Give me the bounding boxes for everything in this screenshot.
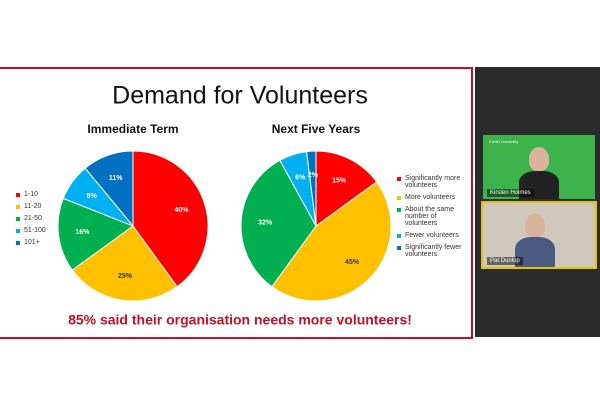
legend-label: Significantly more volunteers — [405, 175, 461, 189]
slide-canvas: Demand for Volunteers 85% said their org… — [57, 82, 412, 328]
legend-swatch — [16, 205, 20, 209]
legend-label: 11-20 — [24, 203, 42, 210]
chart-title: Immediate Term — [87, 122, 178, 136]
pie-slice — [57, 197, 135, 271]
avatar — [525, 213, 545, 237]
avatar — [529, 147, 549, 171]
data-label: 6% — [295, 174, 306, 181]
participant-panel: Curtin University Kirsten Holmes Pat Dun… — [475, 67, 600, 337]
legend-label: About the same number of volunteers — [405, 206, 455, 227]
legend-item: Significantly fewer volunteers — [397, 244, 469, 258]
legend-item: 11-20 — [16, 203, 56, 210]
legend-item: 21-50 — [16, 215, 56, 222]
legend-item: 101+ — [16, 239, 56, 246]
legend: 1-10 11-20 21-50 51-100 101+ — [16, 191, 56, 251]
legend-label: Fewer volunteers — [405, 232, 459, 239]
pie-slice — [315, 150, 378, 227]
participant-name: Pat Dunlop — [487, 257, 523, 265]
data-label: 45% — [345, 259, 360, 266]
legend-label: 51-100 — [24, 227, 46, 234]
legend-item: 1-10 — [16, 191, 56, 198]
legend-label: 1-10 — [24, 191, 39, 198]
slide: Demand for Volunteers 85% said their org… — [0, 67, 473, 339]
legend-item: More volunteers — [397, 194, 469, 201]
legend-swatch — [16, 241, 20, 245]
participant-name: Kirsten Holmes — [487, 189, 534, 197]
pie-slice — [240, 159, 317, 288]
video-tile: Pat Dunlop — [481, 201, 597, 269]
legend-label: 21-50 — [24, 215, 42, 222]
legend-swatch — [397, 196, 401, 200]
legend-item: Significantly more volunteers — [397, 175, 469, 189]
slide-title: Demand for Volunteers — [112, 82, 368, 110]
video-tile: Curtin University Kirsten Holmes — [483, 135, 595, 199]
pie-slice — [132, 150, 209, 288]
pie-slice — [271, 181, 392, 302]
pie-slice — [306, 150, 317, 227]
legend: Significantly more volunteers More volunt… — [397, 175, 469, 263]
data-label: 8% — [87, 193, 98, 200]
legend-swatch — [16, 193, 20, 197]
legend-item: 51-100 — [16, 227, 56, 234]
legend-label: 101+ — [24, 239, 40, 246]
data-label: 16% — [75, 229, 90, 236]
legend-item: Fewer volunteers — [397, 232, 469, 239]
data-label: 40% — [174, 207, 189, 214]
legend-swatch — [16, 217, 20, 221]
legend-swatch — [397, 246, 401, 250]
data-label: 32% — [258, 220, 273, 227]
pie-slice — [71, 225, 178, 302]
data-label: 11% — [109, 175, 123, 182]
data-label: 2% — [308, 172, 319, 179]
chart-title: Next Five Years — [272, 122, 361, 136]
slide-footer: 85% said their organisation needs more v… — [68, 312, 412, 328]
org-label: Curtin University — [489, 139, 519, 144]
legend-item: About the same number of volunteers — [397, 206, 469, 227]
legend-label: Significantly fewer volunteers — [405, 244, 462, 258]
data-label: 15% — [332, 177, 347, 184]
legend-swatch — [397, 177, 401, 181]
data-label: 25% — [118, 273, 133, 280]
legend-label: More volunteers — [405, 194, 456, 201]
pie-slice — [84, 150, 134, 228]
legend-swatch — [397, 234, 401, 238]
legend-swatch — [16, 229, 20, 233]
legend-swatch — [397, 208, 401, 212]
